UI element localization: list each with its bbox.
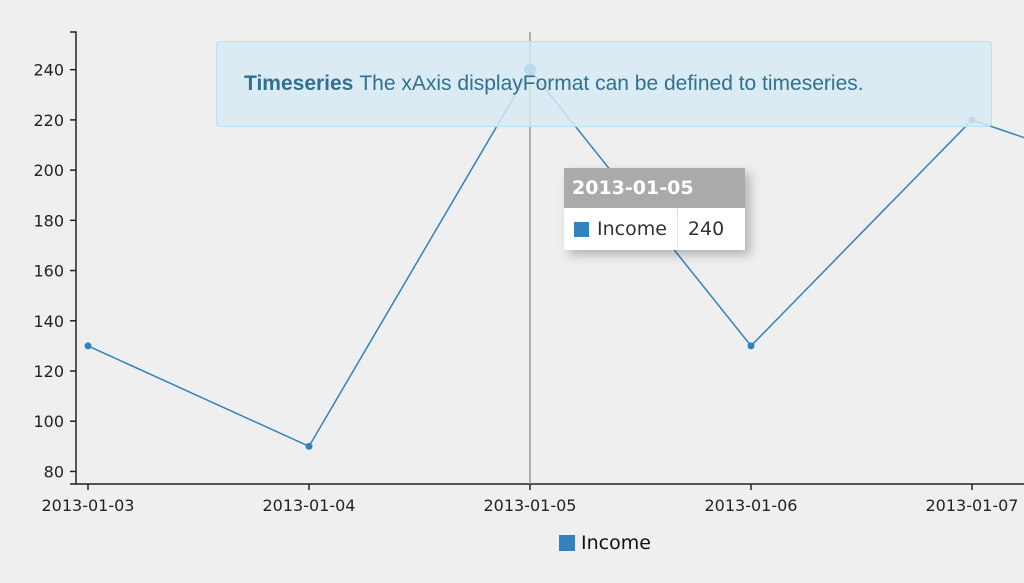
y-tick-label: 240 [33,61,64,80]
data-point[interactable] [747,342,755,350]
x-tick-label: 2013-01-05 [484,496,577,515]
y-tick-label: 220 [33,111,64,130]
y-tick-label: 100 [33,412,64,431]
y-tick-label: 160 [33,262,64,281]
y-axis-line [70,31,77,485]
x-tick-label: 2013-01-04 [263,496,356,515]
tooltip-swatch-icon [574,221,589,237]
tooltip-series: Income [564,208,678,250]
y-tick-label: 120 [33,362,64,381]
data-point[interactable] [305,442,313,450]
legend-item-income[interactable]: Income [559,532,651,554]
x-tick-label: 2013-01-03 [42,496,135,515]
x-tick-label: 2013-01-06 [705,496,798,515]
y-tick-label: 80 [44,462,64,481]
y-tick-label: 180 [33,211,64,230]
alert-title: Timeseries [244,72,354,95]
legend-label: Income [581,532,651,554]
timeseries-alert: Timeseries The xAxis displayFormat can b… [216,41,992,127]
tooltip-date: 2013-01-05 [564,168,745,208]
y-axis: 80 100 120 140 160 180 200 220 240 [33,31,77,485]
legend-swatch-icon [559,535,575,551]
y-tick-label: 200 [33,161,64,180]
tooltip-row: Income 240 [564,208,745,250]
x-tick-label: 2013-01-07 [926,496,1019,515]
tooltip-series-name: Income [597,218,667,240]
data-point[interactable] [84,342,92,350]
alert-text: The xAxis displayFormat can be defined t… [359,72,864,95]
x-axis: 2013-01-03 2013-01-04 2013-01-05 2013-01-06… [42,483,1024,515]
tooltip-value: 240 [687,218,725,240]
tooltip: 2013-01-05 Income 240 [564,168,745,250]
y-tick-label: 140 [33,312,64,331]
